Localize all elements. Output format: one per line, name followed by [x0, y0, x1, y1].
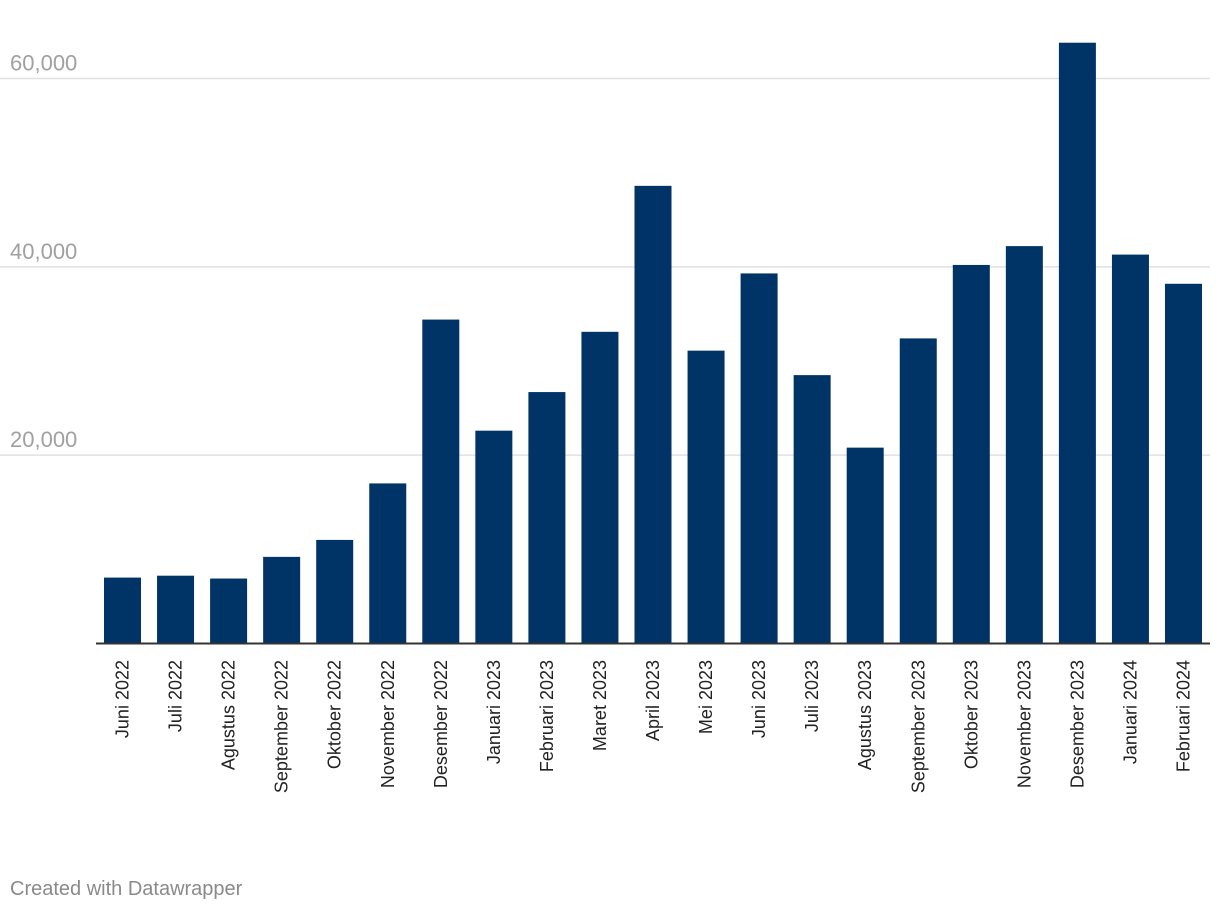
- x-category-label-7: Januari 2023: [484, 660, 504, 764]
- x-category-label-12: Juni 2023: [749, 660, 769, 738]
- bar-19: [1111, 254, 1149, 644]
- bar-0: [104, 577, 141, 644]
- y-tick-label-0: 20,000: [10, 427, 77, 452]
- x-category-label-5: November 2022: [378, 660, 398, 788]
- x-category-label-16: Oktober 2023: [961, 660, 981, 769]
- bar-15: [899, 338, 937, 644]
- bar-8: [528, 392, 566, 644]
- x-category-label-1: Juli 2022: [166, 660, 186, 732]
- bar-10: [634, 185, 672, 644]
- bar-11: [687, 350, 725, 644]
- x-category-label-9: Maret 2023: [590, 660, 610, 751]
- bar-16: [952, 264, 990, 644]
- bar-4: [316, 539, 354, 644]
- x-category-label-10: April 2023: [643, 660, 663, 741]
- x-category-label-20: Februari 2024: [1174, 660, 1194, 772]
- x-category-label-19: Januari 2024: [1120, 660, 1140, 764]
- x-category-label-2: Agustus 2022: [219, 660, 239, 770]
- bar-1: [157, 575, 195, 644]
- bar-18: [1058, 42, 1096, 644]
- bar-3: [263, 556, 301, 644]
- bar-14: [846, 447, 884, 644]
- y-axis-tick-labels: 20,000 40,000 60,000: [10, 51, 77, 453]
- x-category-label-15: September 2023: [908, 660, 928, 793]
- bar-6: [422, 319, 460, 644]
- x-category-label-6: Desember 2022: [431, 660, 451, 788]
- bar-5: [369, 483, 407, 644]
- bar-13: [793, 375, 831, 644]
- bar-17: [1005, 246, 1043, 644]
- datawrapper-credit: Created with Datawrapper: [10, 878, 243, 900]
- bar-2: [210, 578, 248, 644]
- x-axis-category-labels: Juni 2022 Juli 2022 Agustus 2022 September …: [113, 660, 1194, 793]
- x-category-label-0: Juni 2022: [113, 660, 133, 738]
- bar-7: [475, 430, 513, 644]
- bar-9: [581, 331, 619, 644]
- x-category-label-13: Juli 2023: [802, 660, 822, 732]
- y-tick-label-1: 40,000: [10, 239, 77, 264]
- bar-20: [1165, 283, 1202, 644]
- x-category-label-18: Desember 2023: [1067, 660, 1087, 788]
- x-category-label-14: Agustus 2023: [855, 660, 875, 770]
- x-category-label-11: Mei 2023: [696, 660, 716, 734]
- bar-12: [740, 273, 778, 644]
- bars: [104, 42, 1202, 644]
- x-category-label-3: September 2022: [272, 660, 292, 793]
- y-tick-label-2: 60,000: [10, 51, 77, 76]
- x-category-label-4: Oktober 2022: [325, 660, 345, 769]
- bar-chart: 20,000 40,000 60,000 Juni 2022 Juli 2022 Agu…: [0, 42, 1210, 793]
- x-category-label-8: Februari 2023: [537, 660, 557, 772]
- x-category-label-17: November 2023: [1014, 660, 1034, 788]
